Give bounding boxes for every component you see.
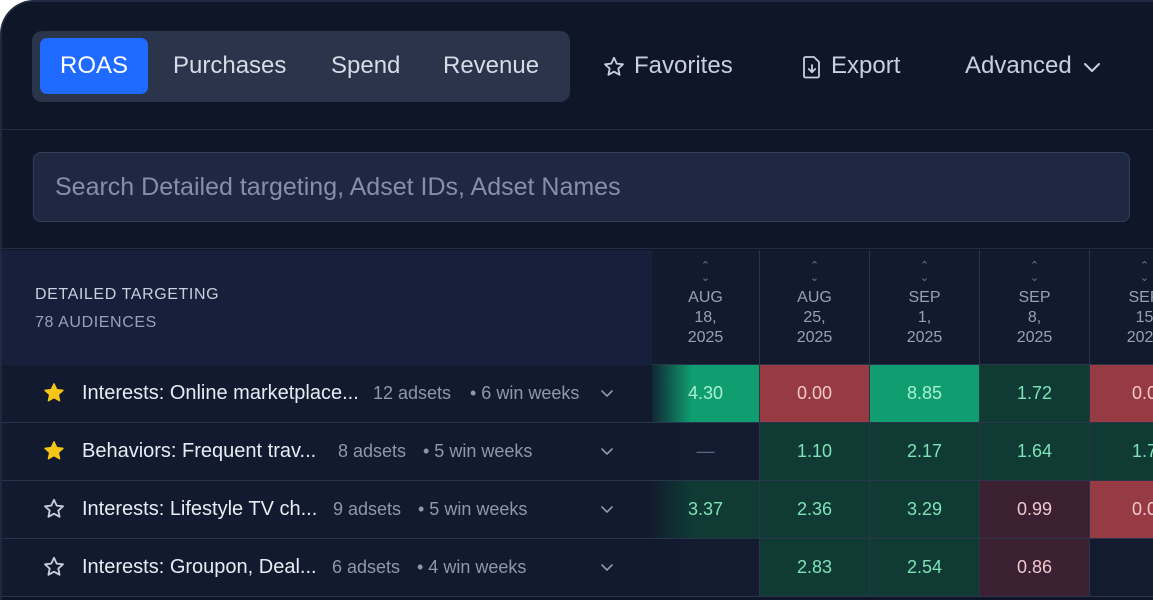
- date-day: 18,: [694, 309, 717, 326]
- roas-cell[interactable]: 0.86: [979, 539, 1089, 596]
- chevron-down-icon[interactable]: [600, 443, 614, 461]
- date-month: AUG: [797, 289, 832, 306]
- roas-cell[interactable]: 2.54: [869, 539, 979, 596]
- date-column-header[interactable]: ⌃⌄ SEP 15 2025: [1089, 250, 1153, 365]
- sort-icon: ⌃ ⌄: [809, 260, 820, 284]
- roas-cell[interactable]: 1.7: [1089, 423, 1153, 480]
- adset-count: 6 adsets: [332, 557, 401, 577]
- targeting-name: Interests: Groupon, Deal...: [82, 556, 317, 578]
- roas-cell[interactable]: 0.0: [1089, 365, 1153, 422]
- win-weeks: • 6 win weeks: [470, 383, 580, 403]
- sort-icon: ⌃ ⌄: [1029, 260, 1040, 284]
- roas-cell[interactable]: [1089, 539, 1153, 596]
- date-year: 2025: [687, 329, 724, 346]
- toolbar: ROAS Purchases Spend Revenue Favorites E…: [2, 2, 1153, 130]
- chevron-down-icon[interactable]: [600, 559, 614, 577]
- targeting-row-label[interactable]: Interests: Online marketplace... 12 adset…: [2, 365, 652, 423]
- date-year: 2025: [796, 329, 833, 346]
- adset-count: 9 adsets: [333, 499, 402, 519]
- date-column-header[interactable]: ⌃ ⌄ SEP 8, 2025: [979, 250, 1089, 365]
- table-row: Interests: Lifestyle TV ch... 9 adsets • 5…: [2, 481, 1153, 539]
- export-file-icon: [801, 55, 823, 79]
- roas-cell[interactable]: 1.72: [979, 365, 1089, 422]
- table-row: Interests: Online marketplace... 12 adset…: [2, 365, 1153, 423]
- adset-count: 12 adsets: [373, 383, 452, 403]
- advanced-label: Advanced: [965, 52, 1072, 79]
- export-button[interactable]: Export: [801, 44, 900, 88]
- metric-tab-revenue[interactable]: Revenue: [443, 52, 540, 79]
- roas-cell[interactable]: 1.10: [759, 423, 869, 480]
- date-month: AUG: [688, 289, 723, 306]
- adset-count: 8 adsets: [338, 441, 407, 461]
- roas-cell[interactable]: 2.17: [869, 423, 979, 480]
- star-outline-icon[interactable]: [42, 555, 66, 579]
- roas-cell[interactable]: 1.64: [979, 423, 1089, 480]
- win-weeks: • 5 win weeks: [418, 499, 528, 519]
- star-filled-icon[interactable]: [42, 381, 66, 405]
- roas-cell[interactable]: 0.99: [979, 481, 1089, 538]
- star-outline-icon: [602, 55, 626, 79]
- roas-cell[interactable]: [652, 539, 759, 596]
- date-column-header[interactable]: ⌃ ⌄ AUG 25, 2025: [759, 250, 869, 365]
- chevron-down-icon: [1082, 45, 1102, 89]
- favorites-label: Favorites: [634, 52, 733, 79]
- roas-cell[interactable]: 0.0: [1089, 481, 1153, 538]
- date-year: 2025: [1126, 329, 1153, 346]
- metric-switcher: ROAS Purchases Spend Revenue: [32, 31, 570, 102]
- chevron-down-icon[interactable]: [600, 385, 614, 403]
- date-day: 15: [1135, 309, 1153, 326]
- roas-cell[interactable]: 0.00: [759, 365, 869, 422]
- date-column-header[interactable]: ⌃ ⌄ SEP 1, 2025: [869, 250, 979, 365]
- sort-icon: ⌃ ⌄: [919, 260, 930, 284]
- metric-tab-roas[interactable]: ROAS: [40, 38, 149, 94]
- search-section: [2, 131, 1153, 249]
- date-day: 1,: [917, 309, 932, 326]
- roas-cell[interactable]: 8.85: [869, 365, 979, 422]
- column-title: DETAILED TARGETING: [35, 286, 220, 303]
- targeting-row-label[interactable]: Interests: Groupon, Deal... 6 adsets • 4 w…: [2, 539, 652, 597]
- date-month: SEP: [908, 289, 941, 306]
- targeting-name: Interests: Lifestyle TV ch...: [82, 498, 318, 520]
- date-year: 2025: [1016, 329, 1053, 346]
- advanced-dropdown[interactable]: Advanced: [965, 44, 1102, 88]
- date-month: SEP: [1128, 289, 1153, 306]
- targeting-table: DETAILED TARGETING 78 AUDIENCES ⌃ ⌄ AUG 18,…: [2, 250, 1153, 597]
- table-row: Interests: Groupon, Deal... 6 adsets • 4 w…: [2, 539, 1153, 597]
- date-day: 25,: [803, 309, 826, 326]
- date-month: SEP: [1018, 289, 1051, 306]
- targeting-name: Behaviors: Frequent trav...: [82, 440, 317, 462]
- search-input[interactable]: [33, 152, 1130, 222]
- roas-cell[interactable]: 2.83: [759, 539, 869, 596]
- audience-count: 78 AUDIENCES: [35, 314, 157, 331]
- date-day: 8,: [1027, 309, 1042, 326]
- roas-cell[interactable]: —: [652, 423, 759, 480]
- roas-cell[interactable]: 4.30: [652, 365, 759, 422]
- date-year: 2025: [906, 329, 943, 346]
- star-outline-icon[interactable]: [42, 497, 66, 521]
- sort-icon: ⌃ ⌄: [1139, 260, 1150, 284]
- win-weeks: • 5 win weeks: [423, 441, 533, 461]
- win-weeks: • 4 win weeks: [417, 557, 527, 577]
- targeting-column-header: DETAILED TARGETING 78 AUDIENCES: [2, 250, 652, 365]
- metric-tab-purchases[interactable]: Purchases: [173, 52, 287, 79]
- targeting-row-label[interactable]: Interests: Lifestyle TV ch... 9 adsets • 5…: [2, 481, 652, 539]
- roas-cell[interactable]: 3.29: [869, 481, 979, 538]
- star-filled-icon[interactable]: [42, 439, 66, 463]
- export-label: Export: [831, 52, 901, 79]
- metric-tab-spend[interactable]: Spend: [331, 52, 401, 79]
- favorites-button[interactable]: Favorites: [602, 44, 733, 88]
- targeting-name: Interests: Online marketplace...: [82, 382, 359, 404]
- sort-icon: ⌃ ⌄: [700, 260, 711, 284]
- table-header: DETAILED TARGETING 78 AUDIENCES ⌃ ⌄ AUG 18,…: [2, 250, 1153, 365]
- roas-cell[interactable]: 2.36: [759, 481, 869, 538]
- date-column-header[interactable]: ⌃ ⌄ AUG 18, 2025: [652, 250, 759, 365]
- chevron-down-icon[interactable]: [600, 501, 614, 519]
- targeting-row-label[interactable]: Behaviors: Frequent trav... 8 adsets • 5 w…: [2, 423, 652, 481]
- roas-cell[interactable]: 3.37: [652, 481, 759, 538]
- table-row: Behaviors: Frequent trav... 8 adsets • 5 w…: [2, 423, 1153, 481]
